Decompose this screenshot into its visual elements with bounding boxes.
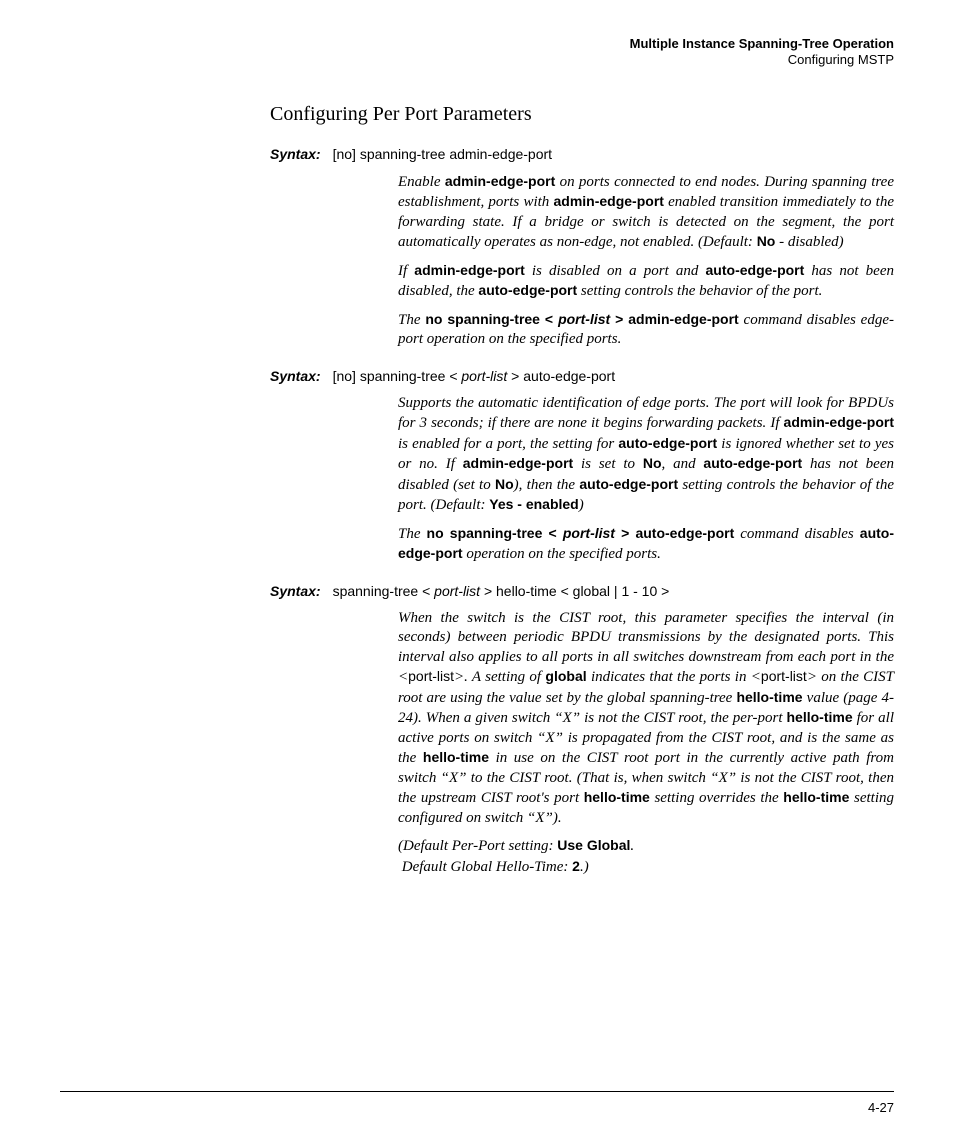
description-paragraph: Enable admin-edge-port on ports connecte… [398, 172, 894, 253]
page: Multiple Instance Spanning-Tree Operatio… [0, 0, 954, 1145]
syntax-command: [no] spanning-tree admin-edge-port [333, 146, 552, 162]
syntax-description: Supports the automatic identification of… [398, 394, 894, 565]
syntax-entry: Syntax: [no] spanning-tree < port-list > … [270, 368, 894, 565]
syntax-command: [no] spanning-tree < port-list > auto-ed… [333, 368, 616, 384]
syntax-row: Syntax: [no] spanning-tree admin-edge-por… [270, 146, 894, 162]
syntax-row: Syntax: [no] spanning-tree < port-list > … [270, 368, 894, 384]
description-paragraph: When the switch is the CIST root, this p… [398, 609, 894, 829]
page-number: 4-27 [60, 1100, 894, 1115]
subsection-heading: Configuring Per Port Parameters [270, 103, 894, 126]
description-paragraph: Supports the automatic identification of… [398, 394, 894, 516]
section-title: Configuring MSTP [60, 52, 894, 68]
syntax-label: Syntax: [270, 146, 321, 162]
entry-list: Syntax: [no] spanning-tree admin-edge-por… [270, 146, 894, 878]
syntax-entry: Syntax: [no] spanning-tree admin-edge-por… [270, 146, 894, 350]
syntax-command: spanning-tree < port-list > hello-time <… [333, 583, 670, 599]
syntax-entry: Syntax: spanning-tree < port-list > hello… [270, 583, 894, 878]
syntax-row: Syntax: spanning-tree < port-list > hello… [270, 583, 894, 599]
description-paragraph: The no spanning-tree < port-list > auto-… [398, 524, 894, 565]
footer-rule [60, 1091, 894, 1092]
description-paragraph: (Default Per-Port setting: Use Global. D… [398, 836, 894, 877]
syntax-label: Syntax: [270, 368, 321, 384]
syntax-description: When the switch is the CIST root, this p… [398, 609, 894, 878]
syntax-description: Enable admin-edge-port on ports connecte… [398, 172, 894, 350]
running-header: Multiple Instance Spanning-Tree Operatio… [60, 36, 894, 69]
content-column: Configuring Per Port Parameters Syntax: [… [270, 103, 894, 878]
syntax-label: Syntax: [270, 583, 321, 599]
page-footer: 4-27 [60, 1091, 894, 1115]
chapter-title: Multiple Instance Spanning-Tree Operatio… [60, 36, 894, 52]
description-paragraph: If admin-edge-port is disabled on a port… [398, 261, 894, 302]
description-paragraph: The no spanning-tree < port-list > admin… [398, 310, 894, 350]
